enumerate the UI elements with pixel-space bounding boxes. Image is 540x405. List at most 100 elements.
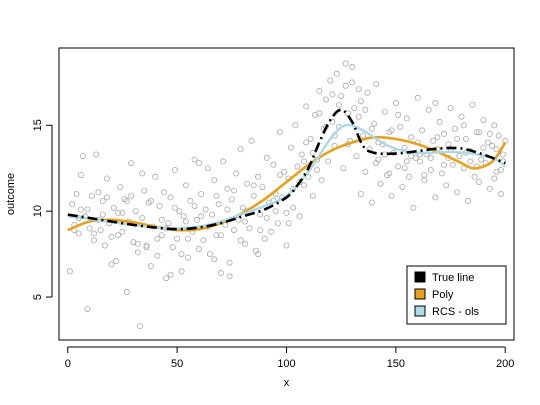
lines-layer: [67, 108, 507, 232]
data-point: [349, 63, 356, 70]
data-point: [364, 89, 371, 96]
data-point: [152, 173, 159, 180]
data-point: [195, 245, 202, 252]
data-point: [209, 211, 216, 218]
data-point: [180, 213, 187, 220]
data-point: [191, 202, 198, 209]
data-point: [395, 112, 402, 119]
data-point: [480, 117, 487, 124]
data-point: [458, 113, 465, 120]
data-point: [167, 194, 174, 201]
data-point: [156, 202, 163, 209]
legend: True line Poly RCS - ols: [406, 265, 507, 325]
data-point: [250, 182, 257, 189]
y-axis-title: outcome: [5, 173, 17, 215]
data-point: [99, 197, 106, 204]
data-point: [298, 151, 305, 158]
data-point: [237, 237, 244, 244]
data-point: [329, 118, 336, 125]
data-point: [206, 251, 213, 258]
data-point: [84, 206, 91, 213]
data-point: [434, 134, 441, 141]
data-point: [99, 211, 106, 218]
data-point: [158, 232, 165, 239]
data-point: [255, 251, 262, 258]
data-point: [93, 151, 100, 158]
data-point: [217, 232, 224, 239]
data-point: [340, 165, 347, 172]
data-point: [136, 323, 143, 330]
data-point: [401, 165, 408, 172]
data-point: [104, 175, 111, 182]
data-point: [215, 201, 222, 208]
data-point: [255, 173, 262, 180]
data-point: [182, 182, 189, 189]
data-point: [427, 154, 434, 161]
data-point: [327, 77, 334, 84]
data-point: [139, 214, 146, 221]
x-tick-label: 0: [65, 358, 71, 370]
data-point: [228, 196, 235, 203]
data-point: [263, 154, 270, 161]
data-point: [287, 144, 294, 151]
data-point: [427, 166, 434, 173]
data-point: [220, 158, 227, 165]
data-point: [160, 189, 167, 196]
data-point: [294, 163, 301, 170]
data-point: [261, 235, 268, 242]
data-point: [226, 259, 233, 266]
data-point: [373, 81, 380, 88]
data-point: [112, 257, 119, 264]
data-point: [217, 269, 224, 276]
legend-swatch-true-line: [414, 271, 426, 283]
data-point: [88, 192, 95, 199]
data-point: [471, 173, 478, 180]
data-point: [84, 306, 91, 313]
data-point: [309, 192, 316, 199]
data-point: [357, 98, 364, 105]
data-point: [77, 172, 84, 179]
data-point: [167, 271, 174, 278]
data-point: [165, 220, 172, 227]
data-point: [241, 240, 248, 247]
data-point: [187, 197, 194, 204]
x-axis-title: x: [284, 377, 290, 389]
data-point: [465, 197, 472, 204]
data-point: [462, 135, 469, 142]
data-point: [325, 158, 332, 165]
data-point: [274, 220, 281, 227]
data-point: [414, 94, 421, 101]
data-point: [430, 137, 437, 144]
data-point: [101, 242, 108, 249]
data-point: [454, 135, 461, 142]
data-point: [176, 208, 183, 215]
x-axis: 0 50 100 150 200: [65, 346, 514, 370]
data-point: [447, 105, 454, 112]
x-tick-label: 50: [171, 358, 183, 370]
data-point: [357, 190, 364, 197]
data-point: [248, 137, 255, 144]
data-point: [104, 194, 111, 201]
data-point: [246, 225, 253, 232]
data-point: [432, 100, 439, 107]
data-point: [451, 125, 458, 132]
y-tick-label: 10: [32, 205, 44, 217]
data-point: [117, 184, 124, 191]
data-point: [401, 144, 408, 151]
data-point: [478, 156, 485, 163]
data-point: [169, 244, 176, 251]
data-point: [80, 153, 87, 160]
data-point: [303, 139, 310, 146]
data-point: [497, 166, 504, 173]
x-tick-label: 100: [277, 358, 295, 370]
data-point: [480, 144, 487, 151]
data-point: [460, 122, 467, 129]
data-point: [392, 100, 399, 107]
data-point: [489, 142, 496, 149]
data-point: [268, 228, 275, 235]
data-point: [95, 189, 102, 196]
data-point: [182, 218, 189, 225]
data-point: [115, 209, 122, 216]
data-point: [233, 170, 240, 177]
